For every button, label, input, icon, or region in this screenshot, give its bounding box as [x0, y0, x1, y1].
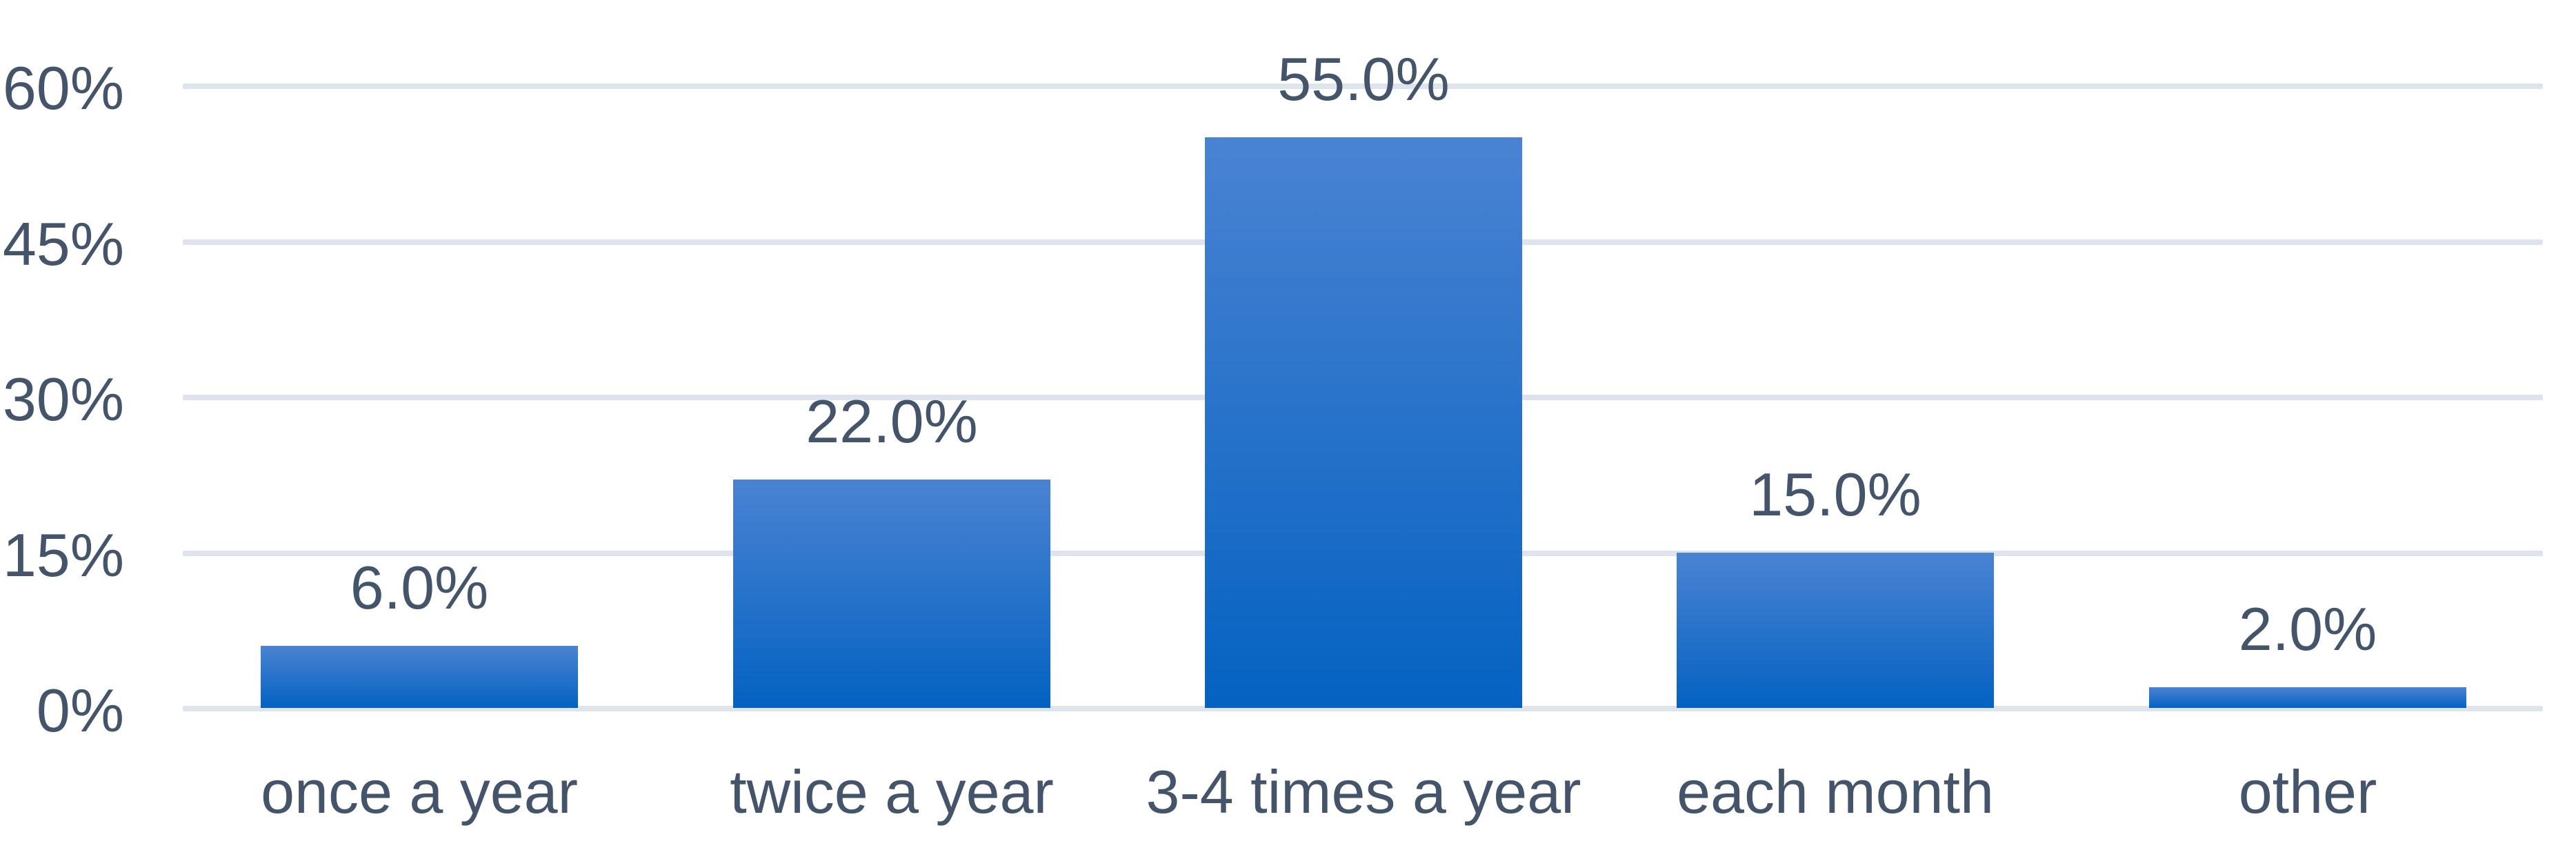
y-tick-label-45: 45%	[2, 209, 124, 278]
category-label-5: other	[2238, 758, 2377, 826]
gridline-60	[183, 83, 2543, 90]
data-label-4: 15.0%	[1749, 460, 1921, 529]
category-label-3: 3-4 times a year	[1146, 758, 1581, 826]
category-label-4: each month	[1677, 758, 1994, 826]
category-label-1: once a year	[261, 758, 578, 826]
bar-2	[733, 480, 1050, 708]
gridline-0	[183, 706, 2543, 711]
y-tick-label-30: 30%	[2, 365, 124, 433]
bar-3	[1205, 137, 1522, 708]
y-tick-label-0: 0%	[36, 676, 124, 745]
data-label-2: 22.0%	[806, 387, 978, 455]
y-tick-label-60: 60%	[2, 54, 124, 123]
data-label-5: 2.0%	[2238, 595, 2377, 663]
bar-4	[1677, 553, 1994, 708]
category-label-2: twice a year	[730, 758, 1054, 826]
data-label-1: 6.0%	[350, 553, 489, 622]
bar-5	[2149, 687, 2466, 708]
bar-1	[261, 646, 578, 708]
data-label-3: 55.0%	[1277, 45, 1450, 113]
y-tick-label-15: 15%	[2, 520, 124, 589]
